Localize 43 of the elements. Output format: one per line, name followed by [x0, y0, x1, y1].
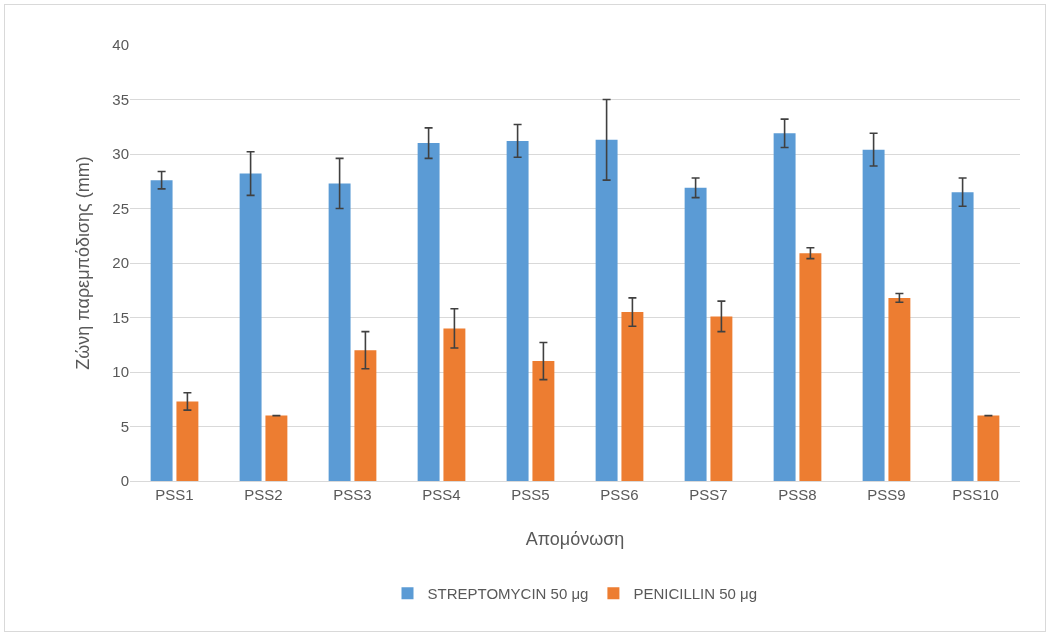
legend-label: PENICILLIN 50 μg [633, 585, 758, 603]
y-tick-label: 15 [112, 308, 129, 326]
x-tick-label: PSS8 [778, 486, 817, 503]
x-tick-label: PSS9 [867, 486, 906, 503]
y-tick-label: 20 [112, 254, 129, 272]
x-axis-title: Απομόνωση [525, 529, 625, 549]
bar [888, 297, 911, 481]
y-tick-label: 30 [112, 145, 129, 163]
bar [862, 149, 885, 481]
y-tick-label: 0 [120, 472, 129, 490]
bar [951, 192, 974, 481]
x-tick-label: PSS2 [244, 486, 283, 503]
x-tick-label: PSS10 [952, 486, 999, 503]
x-tick-label: PSS1 [155, 486, 194, 503]
bar [328, 183, 351, 481]
bar [532, 361, 555, 481]
bar [239, 173, 262, 481]
x-tick-label: PSS4 [422, 486, 461, 503]
bar [265, 415, 288, 481]
bar [595, 139, 618, 481]
bar [150, 180, 173, 481]
x-tick-label: PSS3 [333, 486, 372, 503]
y-tick-label: 5 [120, 417, 129, 435]
bar [621, 312, 644, 481]
bar [684, 187, 707, 481]
x-tick-label: PSS7 [689, 486, 728, 503]
bar [799, 253, 822, 481]
bar [506, 140, 529, 481]
bar [354, 350, 377, 481]
y-tick-label: 10 [112, 363, 129, 381]
y-tick-label: 25 [112, 199, 129, 217]
bar [443, 328, 466, 481]
bar [176, 401, 199, 481]
bar [417, 143, 440, 481]
y-axis-title: Ζώνη παρεμπόδισης (mm) [72, 156, 93, 370]
x-tick-label: PSS5 [511, 486, 550, 503]
y-tick-label: 35 [112, 90, 129, 108]
bar [977, 415, 1000, 481]
y-tick-label: 40 [112, 36, 129, 54]
x-tick-label: PSS6 [600, 486, 639, 503]
legend-label: STREPTOMYCIN 50 μg [427, 585, 589, 603]
bar [710, 316, 733, 481]
bar [773, 133, 796, 481]
